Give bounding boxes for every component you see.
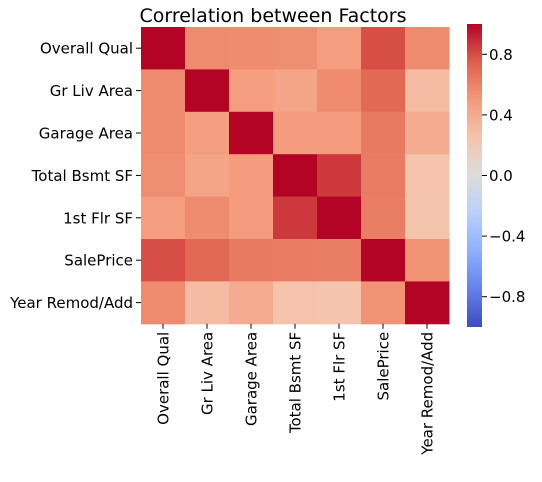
column-label: Gr Liv Area (199, 332, 217, 415)
heatmap-cell (273, 27, 318, 70)
colorbar-gradient (467, 24, 482, 327)
row-label: Overall Qual (40, 40, 133, 58)
heatmap-cell (361, 111, 406, 155)
heatmap-cell (185, 69, 230, 113)
column-label: Year Remod/Add (419, 332, 437, 456)
column-labels: Overall Qual Gr Liv Area Garage Area Total … (155, 323, 437, 456)
row-label: Garage Area (39, 125, 133, 143)
heatmap-cell (141, 281, 186, 325)
column-label: Garage Area (243, 332, 261, 426)
heatmap-cell (361, 69, 406, 113)
heatmap-cell (317, 69, 362, 113)
heatmap-cell (317, 281, 362, 325)
heatmap-cell (185, 196, 230, 240)
heatmap-cell (141, 27, 186, 70)
row-label: SalePrice (64, 252, 133, 270)
column-label: SalePrice (375, 332, 393, 401)
heatmap-cell (185, 154, 230, 198)
row-label: Year Remod/Add (9, 294, 133, 312)
heatmap-cell (405, 111, 450, 155)
heatmap-cell (317, 27, 362, 70)
colorbar-tick-label: 0.4 (489, 106, 513, 124)
heatmap-cell (317, 154, 362, 198)
column-label: Total Bsmt SF (287, 332, 305, 434)
heatmap-cell (229, 154, 274, 198)
colorbar-tick-label: −0.4 (489, 228, 525, 246)
heatmap-cell (185, 239, 230, 282)
row-label: Total Bsmt SF (31, 167, 133, 185)
heatmap-cell (273, 239, 318, 282)
row-label: 1st Flr SF (63, 209, 133, 227)
column-label: 1st Flr SF (331, 332, 349, 402)
chart-title: Correlation between Factors (139, 5, 406, 27)
heatmap-cell (273, 196, 318, 240)
heatmap-cell (141, 111, 186, 155)
heatmap-cell (317, 239, 362, 282)
heatmap-cell (273, 281, 318, 325)
heatmap-cell (361, 196, 406, 240)
heatmap-cell (361, 281, 406, 325)
colorbar: 0.8 0.4 0.0 −0.4 −0.8 (467, 24, 525, 327)
heatmap-cell (229, 69, 274, 113)
colorbar-tick-label: 0.8 (489, 46, 513, 64)
heatmap-cell (405, 281, 450, 325)
row-labels: Overall Qual Gr Liv Area Garage Area Total … (9, 40, 141, 312)
heatmap-cell (317, 196, 362, 240)
heatmap-cell (229, 27, 274, 70)
heatmap-cell (141, 239, 186, 282)
heatmap-cell (361, 239, 406, 282)
heatmap-cell (185, 111, 230, 155)
heatmap-cell (141, 154, 186, 198)
heatmap-cell (405, 239, 450, 282)
heatmap-cell (361, 27, 406, 70)
heatmap-cell (361, 154, 406, 198)
heatmap-cell (185, 281, 230, 325)
heatmap-cell (273, 111, 318, 155)
heatmap-cell (229, 281, 274, 325)
heatmap-cell (405, 154, 450, 198)
heatmap-cell (229, 111, 274, 155)
column-label: Overall Qual (155, 332, 173, 425)
heatmap-cell (185, 27, 230, 70)
row-label: Gr Liv Area (50, 82, 133, 100)
heatmap-cell (405, 27, 450, 70)
heatmap-cell (229, 196, 274, 240)
heatmap-cell (405, 196, 450, 240)
colorbar-tick-label: −0.8 (489, 288, 525, 306)
heatmap-cell (273, 154, 318, 198)
heatmap-cell (229, 239, 274, 282)
heatmap-cell (141, 69, 186, 113)
heatmap-cell (141, 196, 186, 240)
heatmap-cell (405, 69, 450, 113)
heatmap-cell (273, 69, 318, 113)
colorbar-tick-label: 0.0 (489, 167, 513, 185)
heatmap-cell (317, 111, 362, 155)
heatmap-cells (141, 27, 450, 325)
